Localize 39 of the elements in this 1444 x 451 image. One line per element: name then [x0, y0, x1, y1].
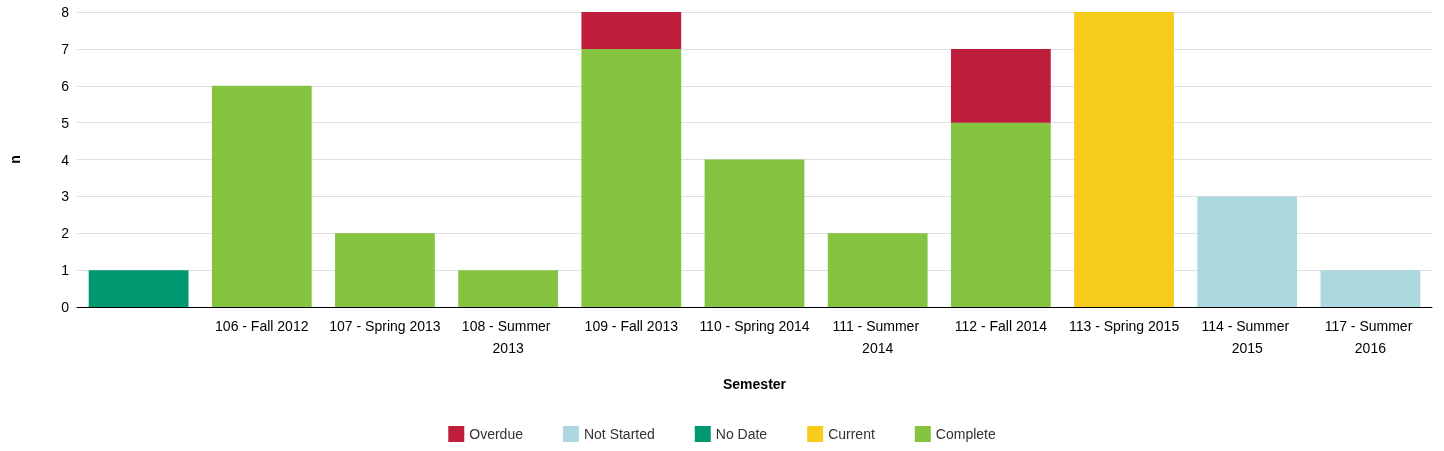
- x-tick-label: 113 - Spring 2015: [1068, 318, 1180, 334]
- y-tick-label: 6: [61, 77, 70, 94]
- legend-label: Overdue: [469, 426, 524, 442]
- bar: [704, 159, 805, 307]
- x-tick-label: 114 - Summer 2015: [1201, 318, 1293, 356]
- bar: [458, 270, 559, 307]
- bar: [211, 85, 312, 307]
- legend-label: Not Started: [583, 426, 655, 442]
- x-tick-label: 111 - Summer 2014: [832, 318, 923, 356]
- bar: [335, 233, 435, 307]
- y-tick-label: 7: [61, 40, 70, 57]
- bar: [950, 48, 1051, 123]
- legend-label: Complete: [935, 426, 996, 442]
- y-tick-label: 2: [61, 225, 70, 242]
- x-tick-label: 110 - Spring 2014: [699, 318, 810, 334]
- x-tick-label: 108 - Summer 2013: [461, 318, 555, 356]
- bar: [581, 48, 682, 307]
- x-tick-label: 109 - Fall 2013: [584, 318, 679, 334]
- y-tick-label: 1: [61, 262, 70, 279]
- bar: [581, 12, 682, 49]
- legend-label: Current: [828, 426, 875, 442]
- legend-label: No Date: [715, 426, 768, 442]
- y-tick-label: 0: [61, 299, 70, 315]
- x-tick-label: 106 - Fall 2012: [215, 318, 309, 334]
- bar: [1320, 270, 1421, 307]
- bar: [1074, 12, 1174, 307]
- y-tick-label: 3: [61, 188, 70, 205]
- bar: [88, 270, 189, 307]
- y-tick-label: 8: [61, 4, 70, 20]
- bar: [950, 122, 1051, 307]
- x-axis-title: Semester: [722, 376, 787, 392]
- y-axis-title: n: [7, 155, 23, 164]
- y-tick-label: 4: [61, 151, 70, 168]
- x-tick-label: 107 - Spring 2013: [329, 318, 441, 334]
- x-tick-label: 117 - Summer 2016: [1324, 318, 1417, 356]
- x-tick-label: 112 - Fall 2014: [954, 318, 1048, 334]
- bar: [1197, 196, 1298, 307]
- bar: [827, 233, 928, 307]
- y-tick-label: 5: [61, 114, 70, 131]
